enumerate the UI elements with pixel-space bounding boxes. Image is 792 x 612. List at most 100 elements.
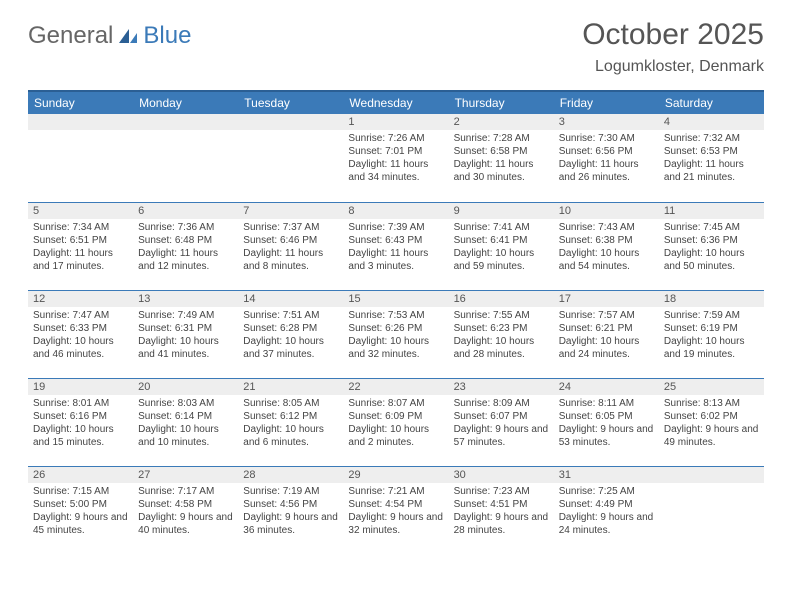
sunset-text: Sunset: 6:23 PM	[454, 322, 549, 335]
daylight-text: Daylight: 10 hours and 50 minutes.	[664, 247, 759, 273]
location: Logumkloster, Denmark	[582, 58, 764, 76]
sunset-text: Sunset: 5:00 PM	[33, 498, 128, 511]
sunset-text: Sunset: 6:12 PM	[243, 410, 338, 423]
day-body: Sunrise: 7:30 AMSunset: 6:56 PMDaylight:…	[554, 130, 659, 187]
daylight-text: Daylight: 11 hours and 3 minutes.	[348, 247, 443, 273]
day-cell: 24Sunrise: 8:11 AMSunset: 6:05 PMDayligh…	[554, 378, 659, 466]
sunrise-text: Sunrise: 7:43 AM	[559, 221, 654, 234]
day-body	[28, 130, 133, 135]
day-number: 8	[343, 203, 448, 219]
dayname-sun: Sunday	[28, 91, 133, 114]
calendar-table: Sunday Monday Tuesday Wednesday Thursday…	[28, 90, 764, 554]
day-number: 5	[28, 203, 133, 219]
day-cell: 13Sunrise: 7:49 AMSunset: 6:31 PMDayligh…	[133, 290, 238, 378]
dayname-sat: Saturday	[659, 91, 764, 114]
day-body: Sunrise: 7:43 AMSunset: 6:38 PMDaylight:…	[554, 219, 659, 276]
day-number	[133, 114, 238, 130]
day-body: Sunrise: 7:39 AMSunset: 6:43 PMDaylight:…	[343, 219, 448, 276]
sunset-text: Sunset: 6:56 PM	[559, 145, 654, 158]
day-number: 14	[238, 291, 343, 307]
logo-sail-icon	[117, 27, 139, 45]
day-body: Sunrise: 7:21 AMSunset: 4:54 PMDaylight:…	[343, 483, 448, 540]
day-body: Sunrise: 7:28 AMSunset: 6:58 PMDaylight:…	[449, 130, 554, 187]
sunrise-text: Sunrise: 7:36 AM	[138, 221, 233, 234]
day-body: Sunrise: 8:03 AMSunset: 6:14 PMDaylight:…	[133, 395, 238, 452]
day-number: 29	[343, 467, 448, 483]
sunrise-text: Sunrise: 7:25 AM	[559, 485, 654, 498]
day-body: Sunrise: 7:34 AMSunset: 6:51 PMDaylight:…	[28, 219, 133, 276]
day-number: 22	[343, 379, 448, 395]
day-number: 11	[659, 203, 764, 219]
day-number: 16	[449, 291, 554, 307]
sunset-text: Sunset: 6:26 PM	[348, 322, 443, 335]
dayname-thu: Thursday	[449, 91, 554, 114]
sunset-text: Sunset: 6:19 PM	[664, 322, 759, 335]
day-cell: 5Sunrise: 7:34 AMSunset: 6:51 PMDaylight…	[28, 202, 133, 290]
day-body: Sunrise: 8:05 AMSunset: 6:12 PMDaylight:…	[238, 395, 343, 452]
sunrise-text: Sunrise: 8:03 AM	[138, 397, 233, 410]
sunset-text: Sunset: 4:49 PM	[559, 498, 654, 511]
day-cell: 27Sunrise: 7:17 AMSunset: 4:58 PMDayligh…	[133, 466, 238, 554]
sunrise-text: Sunrise: 7:37 AM	[243, 221, 338, 234]
day-number	[238, 114, 343, 130]
week-row: 1Sunrise: 7:26 AMSunset: 7:01 PMDaylight…	[28, 114, 764, 202]
sunrise-text: Sunrise: 7:47 AM	[33, 309, 128, 322]
day-body: Sunrise: 7:15 AMSunset: 5:00 PMDaylight:…	[28, 483, 133, 540]
sunrise-text: Sunrise: 7:39 AM	[348, 221, 443, 234]
day-body: Sunrise: 7:49 AMSunset: 6:31 PMDaylight:…	[133, 307, 238, 364]
daylight-text: Daylight: 11 hours and 34 minutes.	[348, 158, 443, 184]
day-number: 25	[659, 379, 764, 395]
daylight-text: Daylight: 10 hours and 24 minutes.	[559, 335, 654, 361]
day-body: Sunrise: 8:11 AMSunset: 6:05 PMDaylight:…	[554, 395, 659, 452]
daylight-text: Daylight: 9 hours and 24 minutes.	[559, 511, 654, 537]
sunrise-text: Sunrise: 8:13 AM	[664, 397, 759, 410]
day-cell	[133, 114, 238, 202]
day-body: Sunrise: 7:55 AMSunset: 6:23 PMDaylight:…	[449, 307, 554, 364]
week-row: 5Sunrise: 7:34 AMSunset: 6:51 PMDaylight…	[28, 202, 764, 290]
sunset-text: Sunset: 6:38 PM	[559, 234, 654, 247]
day-body: Sunrise: 7:45 AMSunset: 6:36 PMDaylight:…	[659, 219, 764, 276]
sunset-text: Sunset: 4:54 PM	[348, 498, 443, 511]
sunset-text: Sunset: 6:36 PM	[664, 234, 759, 247]
day-number: 19	[28, 379, 133, 395]
day-cell: 31Sunrise: 7:25 AMSunset: 4:49 PMDayligh…	[554, 466, 659, 554]
daylight-text: Daylight: 9 hours and 32 minutes.	[348, 511, 443, 537]
day-cell: 8Sunrise: 7:39 AMSunset: 6:43 PMDaylight…	[343, 202, 448, 290]
day-number: 20	[133, 379, 238, 395]
day-cell: 14Sunrise: 7:51 AMSunset: 6:28 PMDayligh…	[238, 290, 343, 378]
day-body: Sunrise: 7:57 AMSunset: 6:21 PMDaylight:…	[554, 307, 659, 364]
sunset-text: Sunset: 6:14 PM	[138, 410, 233, 423]
day-cell: 7Sunrise: 7:37 AMSunset: 6:46 PMDaylight…	[238, 202, 343, 290]
logo-text-general: General	[28, 22, 113, 50]
day-body	[238, 130, 343, 135]
day-number: 10	[554, 203, 659, 219]
day-number: 30	[449, 467, 554, 483]
daylight-text: Daylight: 10 hours and 15 minutes.	[33, 423, 128, 449]
day-body: Sunrise: 7:32 AMSunset: 6:53 PMDaylight:…	[659, 130, 764, 187]
day-body: Sunrise: 7:17 AMSunset: 4:58 PMDaylight:…	[133, 483, 238, 540]
day-cell: 18Sunrise: 7:59 AMSunset: 6:19 PMDayligh…	[659, 290, 764, 378]
sunrise-text: Sunrise: 7:59 AM	[664, 309, 759, 322]
day-cell: 11Sunrise: 7:45 AMSunset: 6:36 PMDayligh…	[659, 202, 764, 290]
daylight-text: Daylight: 9 hours and 49 minutes.	[664, 423, 759, 449]
daylight-text: Daylight: 10 hours and 41 minutes.	[138, 335, 233, 361]
sunset-text: Sunset: 6:28 PM	[243, 322, 338, 335]
sunset-text: Sunset: 6:41 PM	[454, 234, 549, 247]
sunset-text: Sunset: 6:58 PM	[454, 145, 549, 158]
day-cell: 9Sunrise: 7:41 AMSunset: 6:41 PMDaylight…	[449, 202, 554, 290]
daylight-text: Daylight: 11 hours and 21 minutes.	[664, 158, 759, 184]
day-body: Sunrise: 7:36 AMSunset: 6:48 PMDaylight:…	[133, 219, 238, 276]
sunrise-text: Sunrise: 7:15 AM	[33, 485, 128, 498]
daylight-text: Daylight: 10 hours and 19 minutes.	[664, 335, 759, 361]
sunrise-text: Sunrise: 7:57 AM	[559, 309, 654, 322]
day-cell: 20Sunrise: 8:03 AMSunset: 6:14 PMDayligh…	[133, 378, 238, 466]
sunset-text: Sunset: 7:01 PM	[348, 145, 443, 158]
sunrise-text: Sunrise: 7:55 AM	[454, 309, 549, 322]
day-number: 6	[133, 203, 238, 219]
sunset-text: Sunset: 6:51 PM	[33, 234, 128, 247]
daylight-text: Daylight: 10 hours and 32 minutes.	[348, 335, 443, 361]
day-number: 3	[554, 114, 659, 130]
day-number: 26	[28, 467, 133, 483]
sunrise-text: Sunrise: 7:21 AM	[348, 485, 443, 498]
day-number: 23	[449, 379, 554, 395]
